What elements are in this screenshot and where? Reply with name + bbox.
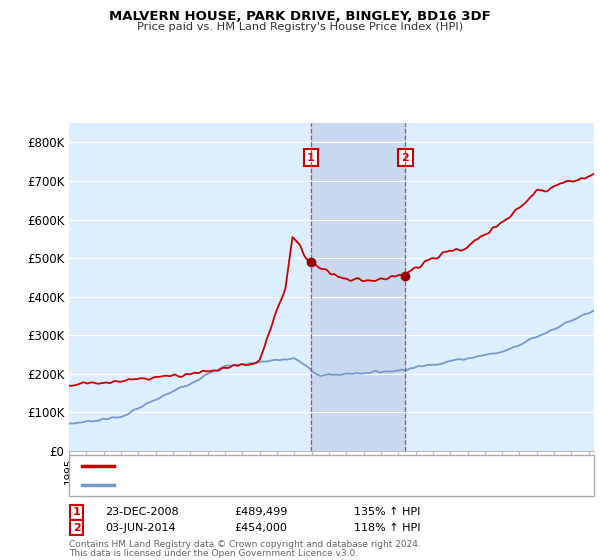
Text: 2: 2 [73, 522, 80, 533]
Text: 135% ↑ HPI: 135% ↑ HPI [354, 507, 421, 517]
Text: MALVERN HOUSE, PARK DRIVE, BINGLEY, BD16 3DF (detached house): MALVERN HOUSE, PARK DRIVE, BINGLEY, BD16… [119, 461, 481, 471]
Text: Price paid vs. HM Land Registry's House Price Index (HPI): Price paid vs. HM Land Registry's House … [137, 22, 463, 32]
Text: 23-DEC-2008: 23-DEC-2008 [105, 507, 179, 517]
Text: Contains HM Land Registry data © Crown copyright and database right 2024.: Contains HM Land Registry data © Crown c… [69, 540, 421, 549]
Text: £489,499: £489,499 [234, 507, 287, 517]
Text: 2: 2 [401, 152, 409, 162]
Text: 1: 1 [307, 152, 315, 162]
Text: 03-JUN-2014: 03-JUN-2014 [105, 522, 176, 533]
Text: 118% ↑ HPI: 118% ↑ HPI [354, 522, 421, 533]
Text: 1: 1 [73, 507, 80, 517]
Text: £454,000: £454,000 [234, 522, 287, 533]
Text: MALVERN HOUSE, PARK DRIVE, BINGLEY, BD16 3DF: MALVERN HOUSE, PARK DRIVE, BINGLEY, BD16… [109, 10, 491, 23]
Bar [311, 123, 406, 451]
Text: This data is licensed under the Open Government Licence v3.0.: This data is licensed under the Open Gov… [69, 549, 358, 558]
Text: HPI: Average price, detached house, Bradford: HPI: Average price, detached house, Brad… [119, 480, 357, 489]
